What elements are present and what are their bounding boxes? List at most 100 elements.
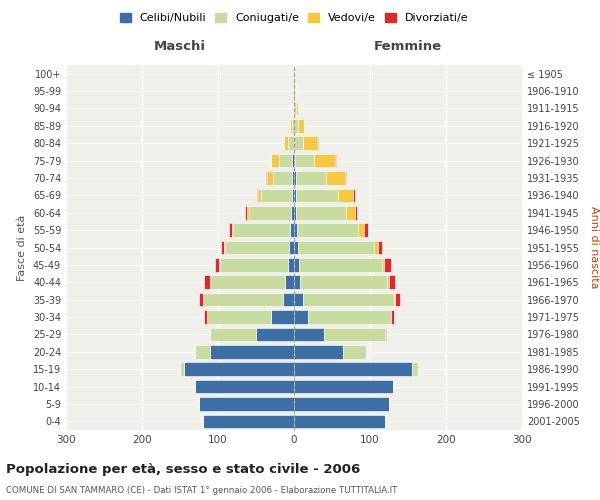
Bar xyxy=(195,345,211,358)
Bar xyxy=(294,154,295,168)
Bar xyxy=(292,119,294,132)
Bar xyxy=(288,136,294,150)
Bar xyxy=(211,276,285,289)
Bar xyxy=(203,414,294,428)
Bar xyxy=(290,224,294,237)
Bar xyxy=(294,328,325,341)
Bar xyxy=(346,206,355,220)
Bar xyxy=(294,171,296,185)
Bar xyxy=(289,240,294,254)
Bar xyxy=(219,258,220,272)
Bar xyxy=(294,258,299,272)
Bar xyxy=(294,206,296,220)
Bar xyxy=(294,293,303,306)
Bar xyxy=(221,240,224,254)
Bar xyxy=(294,362,412,376)
Bar xyxy=(353,188,355,202)
Bar xyxy=(338,188,353,202)
Bar xyxy=(294,136,303,150)
Bar xyxy=(358,224,364,237)
Bar xyxy=(393,380,394,394)
Bar xyxy=(299,258,382,272)
Bar xyxy=(209,328,211,341)
Text: COMUNE DI SAN TAMMARO (CE) - Dati ISTAT 1° gennaio 2006 - Elaborazione TUTTITALI: COMUNE DI SAN TAMMARO (CE) - Dati ISTAT … xyxy=(6,486,397,495)
Bar xyxy=(377,240,382,254)
Bar xyxy=(220,258,288,272)
Bar xyxy=(199,397,294,410)
Bar xyxy=(294,397,389,410)
Bar xyxy=(355,206,357,220)
Y-axis label: Fasce di età: Fasce di età xyxy=(17,214,27,280)
Bar xyxy=(211,345,294,358)
Bar xyxy=(385,328,386,341)
Bar xyxy=(294,414,385,428)
Text: Maschi: Maschi xyxy=(154,40,206,53)
Bar xyxy=(308,310,391,324)
Bar xyxy=(262,188,292,202)
Bar xyxy=(412,362,418,376)
Bar xyxy=(364,224,368,237)
Bar xyxy=(205,276,211,289)
Bar xyxy=(273,171,292,185)
Bar xyxy=(389,276,395,289)
Bar xyxy=(284,136,288,150)
Bar xyxy=(279,154,292,168)
Legend: Celibi/Nubili, Coniugati/e, Vedovi/e, Divorziati/e: Celibi/Nubili, Coniugati/e, Vedovi/e, Di… xyxy=(115,8,473,28)
Bar xyxy=(314,154,335,168)
Bar xyxy=(335,154,336,168)
Bar xyxy=(294,240,298,254)
Bar xyxy=(294,224,297,237)
Bar xyxy=(205,310,206,324)
Bar xyxy=(298,119,304,132)
Bar xyxy=(382,258,385,272)
Bar xyxy=(388,276,389,289)
Bar xyxy=(271,154,279,168)
Bar xyxy=(271,310,294,324)
Bar xyxy=(385,258,391,272)
Bar xyxy=(295,154,314,168)
Bar xyxy=(294,345,343,358)
Bar xyxy=(294,84,295,98)
Bar xyxy=(292,171,294,185)
Y-axis label: Anni di nascita: Anni di nascita xyxy=(589,206,599,289)
Bar xyxy=(285,276,294,289)
Bar xyxy=(211,328,256,341)
Bar xyxy=(296,206,346,220)
Bar xyxy=(225,240,289,254)
Bar xyxy=(232,224,233,237)
Bar xyxy=(325,328,385,341)
Bar xyxy=(343,345,366,358)
Bar xyxy=(395,293,400,306)
Bar xyxy=(266,171,273,185)
Bar xyxy=(294,119,298,132)
Bar xyxy=(345,171,346,185)
Bar xyxy=(256,328,294,341)
Bar xyxy=(290,119,292,132)
Bar xyxy=(195,380,294,394)
Bar xyxy=(294,276,300,289)
Bar xyxy=(245,206,247,220)
Bar xyxy=(326,171,345,185)
Text: Popolazione per età, sesso e stato civile - 2006: Popolazione per età, sesso e stato civil… xyxy=(6,462,360,475)
Bar xyxy=(283,293,294,306)
Bar xyxy=(295,84,296,98)
Bar xyxy=(294,188,296,202)
Bar xyxy=(296,102,298,115)
Bar xyxy=(296,188,338,202)
Bar xyxy=(224,240,225,254)
Bar xyxy=(296,171,326,185)
Bar xyxy=(203,293,283,306)
Bar xyxy=(229,224,232,237)
Bar xyxy=(298,240,374,254)
Bar xyxy=(292,154,294,168)
Bar xyxy=(206,310,271,324)
Bar xyxy=(391,310,394,324)
Bar xyxy=(257,188,262,202)
Bar xyxy=(293,102,294,115)
Bar xyxy=(303,293,394,306)
Bar xyxy=(184,362,294,376)
Bar xyxy=(294,310,308,324)
Bar xyxy=(288,258,294,272)
Text: Femmine: Femmine xyxy=(374,40,442,53)
Bar xyxy=(180,362,184,376)
